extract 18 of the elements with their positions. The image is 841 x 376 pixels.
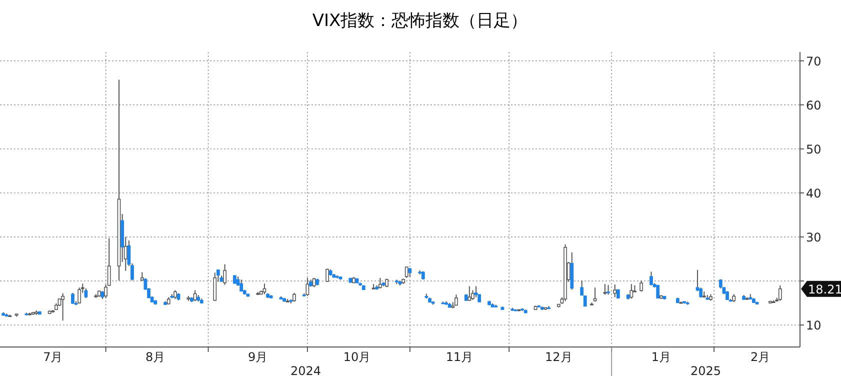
- y-tick-label: 30: [806, 230, 822, 244]
- y-tick-label: 60: [806, 98, 822, 112]
- price-tag: 18.21: [801, 280, 841, 297]
- y-tick-label: 70: [806, 54, 822, 68]
- y-tick-label: 10: [806, 318, 822, 332]
- x-tick-label: 12月: [545, 350, 572, 364]
- x-tick-label: 10月: [343, 350, 371, 364]
- chart-title: VIX指数：恐怖指数（日足）: [312, 11, 528, 31]
- text: 2024: [290, 364, 322, 376]
- x-tick-label: 7月: [43, 350, 63, 364]
- y-tick-label: 40: [806, 186, 822, 200]
- text: 2025: [690, 364, 722, 376]
- x-tick-label: 2月: [750, 350, 770, 364]
- x-tick-label: 9月: [248, 350, 268, 364]
- x-tick-label: 11月: [446, 350, 474, 364]
- y-tick-label: 50: [806, 142, 822, 156]
- x-tick-label: 1月: [651, 350, 671, 364]
- x-tick-label: 8月: [146, 350, 166, 364]
